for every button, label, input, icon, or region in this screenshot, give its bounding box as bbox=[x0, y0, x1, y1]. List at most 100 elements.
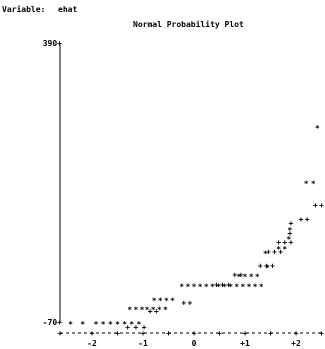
observation-point: * bbox=[204, 282, 209, 291]
reference-mark: + bbox=[258, 262, 263, 271]
observation-point: * bbox=[127, 305, 132, 314]
reference-mark: + bbox=[133, 323, 138, 332]
observation-point: * bbox=[222, 282, 227, 291]
observation-point: * bbox=[259, 282, 264, 291]
reference-mark: + bbox=[288, 219, 293, 228]
observation-point: * bbox=[122, 320, 127, 329]
observation-point: * bbox=[315, 124, 320, 133]
reference-mark: + bbox=[266, 248, 271, 257]
observation-point: * bbox=[170, 296, 175, 305]
x-tick-mark: + bbox=[141, 329, 146, 338]
observation-point: * bbox=[129, 320, 134, 329]
reference-mark: + bbox=[142, 323, 147, 332]
observation-point: * bbox=[247, 282, 252, 291]
observation-point: * bbox=[133, 305, 138, 314]
x-axis-origin-mark: + bbox=[58, 329, 63, 338]
variable-name: ehat bbox=[58, 5, 77, 14]
observation-point: * bbox=[108, 320, 113, 329]
observation-point: * bbox=[101, 320, 106, 329]
observation-point: * bbox=[164, 296, 169, 305]
observation-point: * bbox=[249, 273, 254, 282]
reference-mark: + bbox=[188, 299, 193, 308]
reference-mark: + bbox=[232, 271, 237, 280]
reference-mark: + bbox=[264, 262, 269, 271]
reference-mark: + bbox=[282, 238, 287, 247]
observation-point: * bbox=[80, 320, 85, 329]
x-tick-mark: + bbox=[294, 329, 299, 338]
reference-mark: + bbox=[125, 323, 130, 332]
y-tick-labels: 390+ -70+ bbox=[43, 39, 62, 327]
observation-point: * bbox=[263, 250, 268, 259]
reference-mark: + bbox=[287, 229, 292, 238]
observation-point: * bbox=[192, 282, 197, 291]
observation-point: * bbox=[282, 245, 287, 254]
x-minor-tick-mark: + bbox=[268, 329, 273, 338]
reference-mark: + bbox=[270, 262, 275, 271]
x-tick-label: +2 bbox=[291, 339, 301, 348]
y-tick-label: -70+ bbox=[43, 318, 62, 327]
observation-point: * bbox=[185, 282, 190, 291]
observation-point: * bbox=[253, 282, 258, 291]
observation-point: * bbox=[158, 296, 163, 305]
x-tick-label: 0 bbox=[192, 339, 197, 348]
observation-point: * bbox=[157, 305, 162, 314]
observation-point: * bbox=[276, 245, 281, 254]
reference-mark: + bbox=[154, 307, 159, 316]
observation-point: * bbox=[151, 305, 156, 314]
observation-point: * bbox=[228, 282, 233, 291]
reference-mark: + bbox=[226, 280, 231, 289]
observation-point: * bbox=[265, 264, 270, 273]
reference-mark: + bbox=[305, 215, 310, 224]
observation-point: * bbox=[179, 282, 184, 291]
observation-point: * bbox=[145, 305, 150, 314]
observation-point: * bbox=[304, 179, 309, 188]
x-minor-tick-mark: + bbox=[166, 329, 171, 338]
y-tick-label: 390+ bbox=[43, 39, 62, 48]
reference-mark: + bbox=[288, 238, 293, 247]
x-tick-mark: + bbox=[90, 329, 95, 338]
x-tick-mark: + bbox=[192, 329, 197, 338]
chart-title: Normal Probability Plot bbox=[133, 19, 244, 29]
reference-mark: + bbox=[276, 238, 281, 247]
reference-mark: + bbox=[220, 280, 225, 289]
reference-mark: + bbox=[239, 271, 244, 280]
reference-mark: + bbox=[181, 299, 186, 308]
x-minor-tick-mark: + bbox=[217, 329, 222, 338]
observation-point: * bbox=[311, 179, 316, 188]
reference-mark: + bbox=[214, 280, 219, 289]
x-minor-tick-mark: + bbox=[115, 329, 120, 338]
observation-point: * bbox=[115, 320, 120, 329]
reference-mark: + bbox=[313, 201, 318, 210]
reference-line: ++++++++++++++++++++++++++++++ bbox=[125, 201, 324, 332]
observation-point: * bbox=[286, 235, 291, 244]
x-tick-label: -2 bbox=[87, 339, 97, 348]
variable-label: Variable: bbox=[2, 4, 45, 14]
observation-point: * bbox=[243, 273, 248, 282]
x-tick-labels: +-2+-1+0++1++2+ + + + ++ bbox=[58, 329, 325, 348]
observation-point: * bbox=[137, 320, 142, 329]
observation-point: * bbox=[198, 282, 203, 291]
reference-mark: + bbox=[272, 248, 277, 257]
observation-point: * bbox=[287, 226, 292, 235]
reference-mark: + bbox=[299, 215, 304, 224]
observation-point: * bbox=[140, 305, 145, 314]
observation-point: * bbox=[234, 282, 239, 291]
observation-point: * bbox=[210, 282, 215, 291]
reference-mark: + bbox=[319, 201, 324, 210]
x-tick-label: -1 bbox=[138, 339, 148, 348]
observation-points: * * * * * * * * ** * * * * * ** * * ** * * * * * * * * * * * * ** * * ***… bbox=[68, 124, 320, 329]
x-tick-mark: + bbox=[243, 329, 248, 338]
reference-mark: + bbox=[278, 248, 283, 257]
observation-point: * bbox=[94, 320, 99, 329]
observation-point: * bbox=[241, 282, 246, 291]
observation-point: * bbox=[236, 273, 241, 282]
observation-point: * bbox=[163, 305, 168, 314]
observation-point: * bbox=[152, 296, 157, 305]
observation-point: * bbox=[68, 320, 73, 329]
observation-point: * bbox=[216, 282, 221, 291]
x-minor-tick-mark: + bbox=[319, 329, 324, 338]
x-tick-label: +1 bbox=[240, 339, 250, 348]
reference-mark: + bbox=[148, 307, 153, 316]
observation-point: * bbox=[255, 273, 260, 282]
